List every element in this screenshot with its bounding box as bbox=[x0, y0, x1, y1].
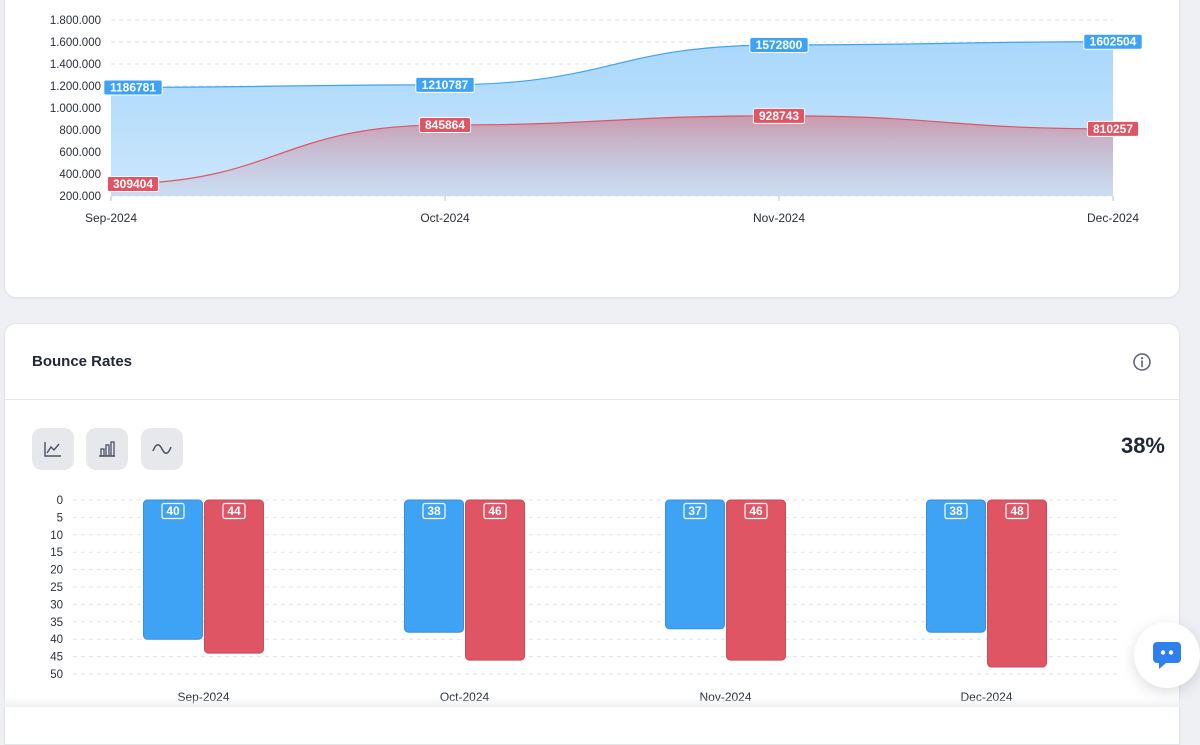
bar bbox=[726, 499, 786, 661]
data-label: 1186781 bbox=[103, 79, 163, 96]
chat-button[interactable] bbox=[1134, 622, 1200, 688]
svg-text:38: 38 bbox=[949, 504, 963, 518]
svg-text:40: 40 bbox=[166, 504, 180, 518]
series-area bbox=[111, 115, 1113, 196]
bar-value-label: 40 bbox=[161, 502, 185, 520]
y-tick-label: 1.200.000 bbox=[50, 81, 101, 93]
series-line bbox=[110, 115, 1114, 185]
line-chart-button[interactable] bbox=[32, 428, 74, 470]
y-tick-label: 35 bbox=[50, 617, 63, 629]
bar-chart-button[interactable] bbox=[86, 428, 128, 470]
y-tick-label: 400.000 bbox=[59, 169, 101, 181]
traffic-chart-card: 200.000 400.000 600.000 800.000 1.000.000 1.2… bbox=[4, 0, 1180, 298]
svg-text:1210787: 1210787 bbox=[422, 78, 469, 92]
y-tick-label: 15 bbox=[50, 547, 63, 559]
y-tick-label: 1.400.000 bbox=[50, 59, 101, 71]
bar-value-label: 38 bbox=[422, 502, 446, 520]
y-tick-label: 1.800.000 bbox=[50, 15, 101, 27]
svg-text:309404: 309404 bbox=[113, 177, 153, 191]
bar-chart: 0 5 10 15 20 25 30 35 40 45 50 Sep-2024 40 44 Oct-2024… bbox=[50, 495, 1117, 704]
x-tick-label: Nov-2024 bbox=[699, 690, 751, 704]
info-icon[interactable] bbox=[1132, 352, 1152, 372]
svg-text:46: 46 bbox=[749, 504, 763, 518]
bounce-rates-card: Bounce Rates 38% 0 5 10 15 20 25 30 35 40 45 50 Sep… bbox=[4, 323, 1180, 745]
data-label: 810257 bbox=[1086, 120, 1140, 137]
bar-chart-icon bbox=[99, 441, 115, 457]
x-tick-label: Dec-2024 bbox=[1087, 211, 1139, 225]
area-chart: 200.000 400.000 600.000 800.000 1.000.000 1.2… bbox=[50, 15, 1143, 225]
y-tick-label: 45 bbox=[50, 652, 63, 664]
y-tick-label: 20 bbox=[50, 565, 63, 577]
bar-value-label: 38 bbox=[944, 502, 968, 520]
x-tick-label: Nov-2024 bbox=[753, 211, 805, 225]
x-tick-label: Sep-2024 bbox=[85, 211, 137, 225]
svg-text:845864: 845864 bbox=[425, 118, 465, 132]
svg-text:1186781: 1186781 bbox=[110, 80, 156, 94]
bar-value-label: 46 bbox=[744, 502, 768, 520]
svg-text:928743: 928743 bbox=[759, 109, 799, 123]
y-tick-label: 1.000.000 bbox=[50, 103, 101, 115]
bar-value-label: 37 bbox=[683, 502, 707, 520]
bar bbox=[987, 499, 1047, 668]
y-tick-label: 50 bbox=[50, 669, 63, 681]
bar bbox=[465, 499, 525, 661]
spline-chart-button[interactable] bbox=[141, 428, 183, 470]
bar bbox=[143, 499, 203, 640]
svg-text:1602504: 1602504 bbox=[1090, 35, 1137, 49]
x-tick-label: Oct-2024 bbox=[420, 211, 470, 225]
svg-text:46: 46 bbox=[488, 504, 502, 518]
bar bbox=[404, 499, 464, 633]
data-label: 1572800 bbox=[749, 36, 809, 53]
y-tick-label: 200.000 bbox=[59, 191, 101, 203]
y-tick-label: 25 bbox=[50, 582, 63, 594]
data-label: 309404 bbox=[106, 175, 160, 192]
y-tick-label: 10 bbox=[50, 530, 63, 542]
svg-text:44: 44 bbox=[227, 504, 241, 518]
bar-value-label: 44 bbox=[222, 502, 246, 520]
x-tick-label: Sep-2024 bbox=[177, 690, 229, 704]
svg-text:1572800: 1572800 bbox=[756, 38, 803, 52]
bar-value-label: 46 bbox=[483, 502, 507, 520]
data-label: 928743 bbox=[752, 107, 806, 124]
card-title: Bounce Rates bbox=[32, 353, 133, 370]
chat-icon bbox=[1153, 642, 1181, 669]
y-tick-label: 1.600.000 bbox=[50, 37, 101, 49]
y-tick-label: 800.000 bbox=[59, 125, 101, 137]
x-tick-label: Dec-2024 bbox=[960, 690, 1012, 704]
line-chart-icon bbox=[44, 442, 61, 457]
spline-chart-icon bbox=[152, 444, 172, 454]
data-label: 1210787 bbox=[415, 76, 475, 93]
y-tick-label: 0 bbox=[57, 495, 63, 507]
svg-text:37: 37 bbox=[688, 504, 702, 518]
y-tick-label: 30 bbox=[50, 599, 63, 611]
card-header: Bounce Rates bbox=[5, 324, 1179, 400]
svg-text:48: 48 bbox=[1010, 504, 1024, 518]
y-tick-label: 40 bbox=[50, 634, 63, 646]
data-label: 1602504 bbox=[1083, 33, 1143, 50]
svg-text:38: 38 bbox=[427, 504, 441, 518]
x-tick-label: Oct-2024 bbox=[440, 690, 490, 704]
bar bbox=[665, 499, 725, 630]
series-line bbox=[110, 41, 1114, 89]
bar bbox=[204, 499, 264, 654]
y-tick-label: 600.000 bbox=[59, 147, 101, 159]
bounce-rate-summary: 38% bbox=[1120, 433, 1165, 458]
svg-text:810257: 810257 bbox=[1093, 122, 1133, 136]
bar-value-label: 48 bbox=[1005, 502, 1029, 520]
bar bbox=[926, 499, 986, 633]
data-label: 845864 bbox=[418, 116, 472, 133]
y-tick-label: 5 bbox=[57, 512, 63, 524]
